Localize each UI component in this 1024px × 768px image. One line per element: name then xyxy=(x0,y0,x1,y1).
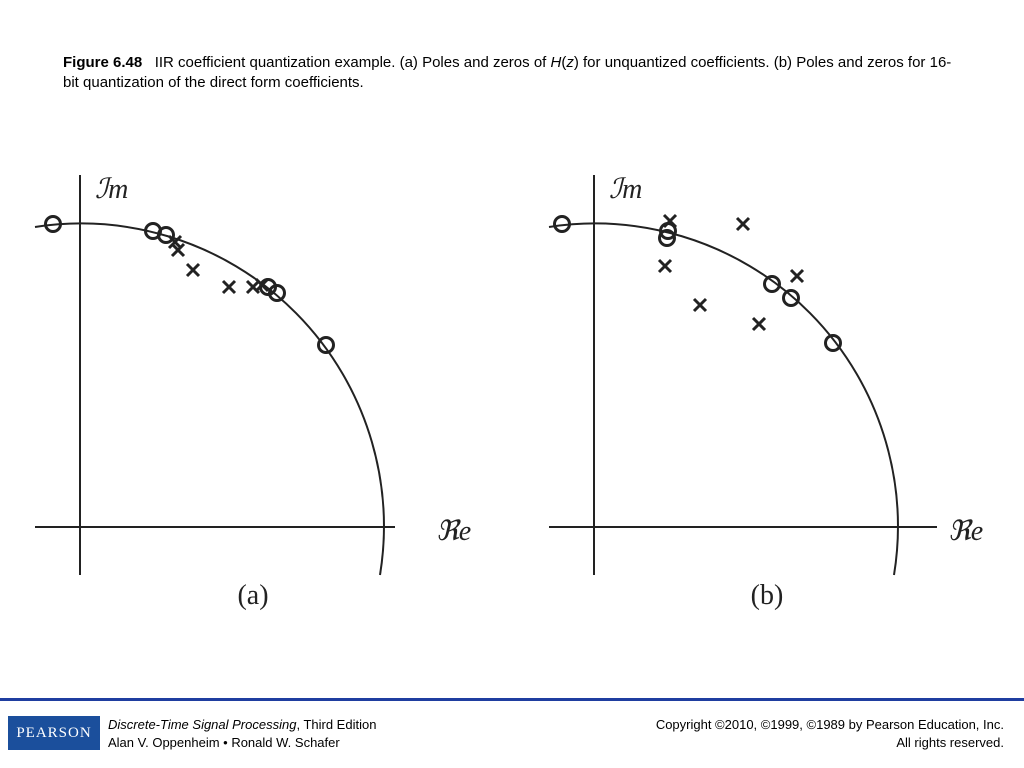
caption-text: for unquantized coefficients. (b) Poles … xyxy=(63,54,952,91)
figure: ℐm ℜe (a) ℐm ℜe (b) xyxy=(34,174,983,611)
logo: PEARSON xyxy=(8,716,100,750)
poles xyxy=(167,234,270,295)
real-label: ℜe xyxy=(436,516,471,547)
edition: , Third Edition xyxy=(296,717,377,732)
imag-label: ℐm xyxy=(609,174,642,205)
caption: Figure 6.48 IIR coefficient quantization… xyxy=(63,53,963,93)
book-title: Discrete-Time Signal Processing xyxy=(108,717,297,732)
unit-circle xyxy=(548,222,899,576)
footer-rule xyxy=(0,698,1024,701)
footer: PEARSON Discrete-Time Signal Processing,… xyxy=(0,698,1024,768)
book-line: Discrete-Time Signal Processing, Third E… xyxy=(108,716,376,734)
copyright: Copyright ©2010, ©1999, ©1989 by Pearson… xyxy=(655,717,1004,732)
panel-b: ℐm ℜe (b) xyxy=(548,174,983,611)
caption-arg: z xyxy=(566,54,574,71)
figure-label: Figure 6.48 xyxy=(63,54,143,71)
caption-paren: ) xyxy=(573,54,579,71)
caption-paren: ( xyxy=(561,54,567,71)
poles xyxy=(657,213,805,332)
real-label: ℜe xyxy=(948,516,983,547)
zeros xyxy=(553,215,842,352)
caption-func: H xyxy=(550,54,562,71)
unit-circle xyxy=(34,222,385,576)
panel-label: (a) xyxy=(237,580,268,611)
zeros xyxy=(44,215,335,354)
caption-text: IIR coefficient quantization example. (a… xyxy=(154,54,547,71)
panel-label: (b) xyxy=(751,580,784,611)
rights: All rights reserved. xyxy=(896,735,1004,750)
panel-a: ℐm ℜe (a) xyxy=(34,174,471,611)
authors: Alan V. Oppenheim • Ronald W. Schafer xyxy=(108,735,340,750)
imag-label: ℐm xyxy=(95,174,128,205)
